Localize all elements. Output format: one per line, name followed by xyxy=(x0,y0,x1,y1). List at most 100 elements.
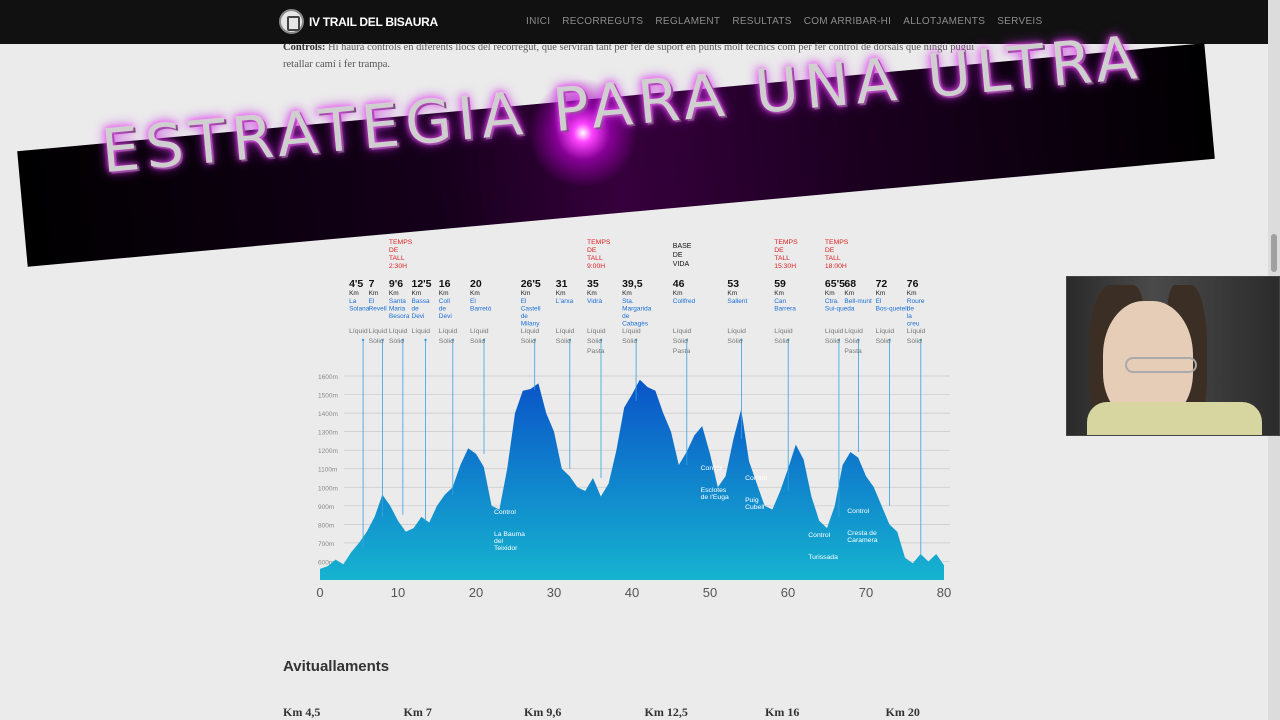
main-menu: INICI RECORREGUTS REGLAMENT RESULTATS CO… xyxy=(526,16,1042,27)
logo-icon[interactable] xyxy=(279,9,304,34)
station-service: Sòlid xyxy=(844,338,859,345)
km-list: Km 4,5 Km 7 Km 9,6 Km 12,5 Km 16 Km 20 xyxy=(283,705,1006,720)
station-unit: Km xyxy=(825,290,835,297)
station-service: Líquid xyxy=(774,328,793,335)
menu-item-resultats[interactable]: RESULTATS xyxy=(732,16,792,27)
station-name: El xyxy=(521,298,527,305)
station-name: Solana xyxy=(349,306,370,313)
station-name: Milany xyxy=(521,321,541,328)
station-name: Bell-munt xyxy=(844,298,872,305)
station-service: Líquid xyxy=(876,328,895,335)
station-name: de xyxy=(907,306,915,313)
station-unit: Km xyxy=(521,290,531,297)
webcam-shirt xyxy=(1087,402,1262,435)
control-label: Control xyxy=(701,465,723,472)
base-vida-label: BASE xyxy=(673,243,692,250)
control-place: Teixidor xyxy=(494,545,518,552)
station-name: de xyxy=(412,306,420,313)
station-unit: Km xyxy=(389,290,399,297)
station-service: Líquid xyxy=(439,328,458,335)
station-name: Barretó xyxy=(470,306,492,313)
control-label: Control xyxy=(808,532,830,539)
station-km: 12'5 xyxy=(412,278,432,290)
y-tick-label: 700m xyxy=(318,541,334,548)
station-km: 65'5 xyxy=(825,278,845,290)
station-km: 35 xyxy=(587,278,599,290)
menu-item-recorreguts[interactable]: RECORREGUTS xyxy=(562,16,644,27)
station-unit: Km xyxy=(673,290,683,297)
station-dot xyxy=(837,338,841,342)
station-name: Devi xyxy=(439,313,452,320)
station-service: Sòlid xyxy=(439,338,454,345)
base-vida-label: DE xyxy=(673,252,683,259)
station-unit: Km xyxy=(470,290,480,297)
control-place: del xyxy=(494,538,504,545)
menu-item-reglament[interactable]: REGLAMENT xyxy=(655,16,721,27)
station-service: Líquid xyxy=(556,328,575,335)
station-km: 31 xyxy=(556,278,568,290)
station-service: Sòlid xyxy=(825,338,840,345)
menu-item-inici[interactable]: INICI xyxy=(526,16,551,27)
station-unit: Km xyxy=(369,290,379,297)
webcam-face xyxy=(1103,301,1193,421)
station-name: Sallent xyxy=(727,298,747,305)
station-dot xyxy=(568,338,571,342)
station-name: de xyxy=(521,313,529,320)
cutoff-label: TALL xyxy=(389,255,405,262)
y-tick-label: 1400m xyxy=(318,411,338,418)
y-tick-label: 1300m xyxy=(318,430,338,437)
base-vida-label: VIDA xyxy=(673,261,690,268)
station-unit: Km xyxy=(412,290,422,297)
x-tick-label: 60 xyxy=(781,585,795,600)
station-dot xyxy=(634,338,638,342)
station-service: Sòlid xyxy=(587,338,602,345)
station-name: Devi xyxy=(412,313,425,320)
station-unit: Km xyxy=(556,290,566,297)
menu-item-com-arribar[interactable]: COM ARRIBAR-HI xyxy=(803,16,892,27)
webcam-overlay xyxy=(1066,276,1280,436)
station-name: Can xyxy=(774,298,786,305)
station-service: Líquid xyxy=(412,328,431,335)
site-brand[interactable]: IV TRAIL DEL BISAURA xyxy=(309,15,438,29)
cutoff-label: DE xyxy=(825,247,835,254)
control-place: Puig xyxy=(745,497,759,504)
station-dot xyxy=(424,338,427,342)
control-place: Cubell xyxy=(745,504,765,511)
station-service: Sòlid xyxy=(389,338,404,345)
cutoff-label: TEMPS xyxy=(389,239,413,246)
station-name: Castell xyxy=(521,306,541,313)
cutoff-label: 15:30H xyxy=(774,263,796,270)
station-service: Líquid xyxy=(521,328,540,335)
station-name: El xyxy=(876,298,882,305)
controls-text: Hi haurà controls en diferents llocs del… xyxy=(283,42,975,70)
station-name: Bassa xyxy=(412,298,430,305)
cutoff-label: TEMPS xyxy=(774,239,798,246)
station-unit: Km xyxy=(727,290,737,297)
station-name: Roure xyxy=(907,298,925,305)
top-navigation: IV TRAIL DEL BISAURA INICI RECORREGUTS R… xyxy=(0,0,1268,44)
station-dot xyxy=(533,338,536,342)
station-service: Líquid xyxy=(844,328,863,335)
y-tick-label: 1100m xyxy=(318,467,337,474)
lens-flare xyxy=(528,78,638,188)
menu-item-serveis[interactable]: SERVEIS xyxy=(997,16,1043,27)
station-service: Sòlid xyxy=(774,338,789,345)
y-tick-label: 1600m xyxy=(318,374,338,381)
y-tick-label: 600m xyxy=(318,559,334,566)
control-label: Control xyxy=(745,475,767,482)
station-name: Santa xyxy=(389,298,406,305)
menu-item-allotjaments[interactable]: ALLOTJAMENTS xyxy=(903,16,986,27)
control-place: La Bauma xyxy=(494,531,525,538)
control-label: Control xyxy=(494,509,516,516)
scrollbar-thumb[interactable] xyxy=(1271,234,1277,272)
station-name: El xyxy=(369,298,375,305)
station-service: Sòlid xyxy=(876,338,891,345)
station-name: L'arxa xyxy=(556,298,574,305)
station-km: 46 xyxy=(673,278,685,290)
x-tick-label: 30 xyxy=(547,585,561,600)
control-place: de l'Euga xyxy=(701,494,729,501)
control-label: Control xyxy=(847,508,869,515)
station-dot xyxy=(787,338,790,342)
station-unit: Km xyxy=(439,290,449,297)
